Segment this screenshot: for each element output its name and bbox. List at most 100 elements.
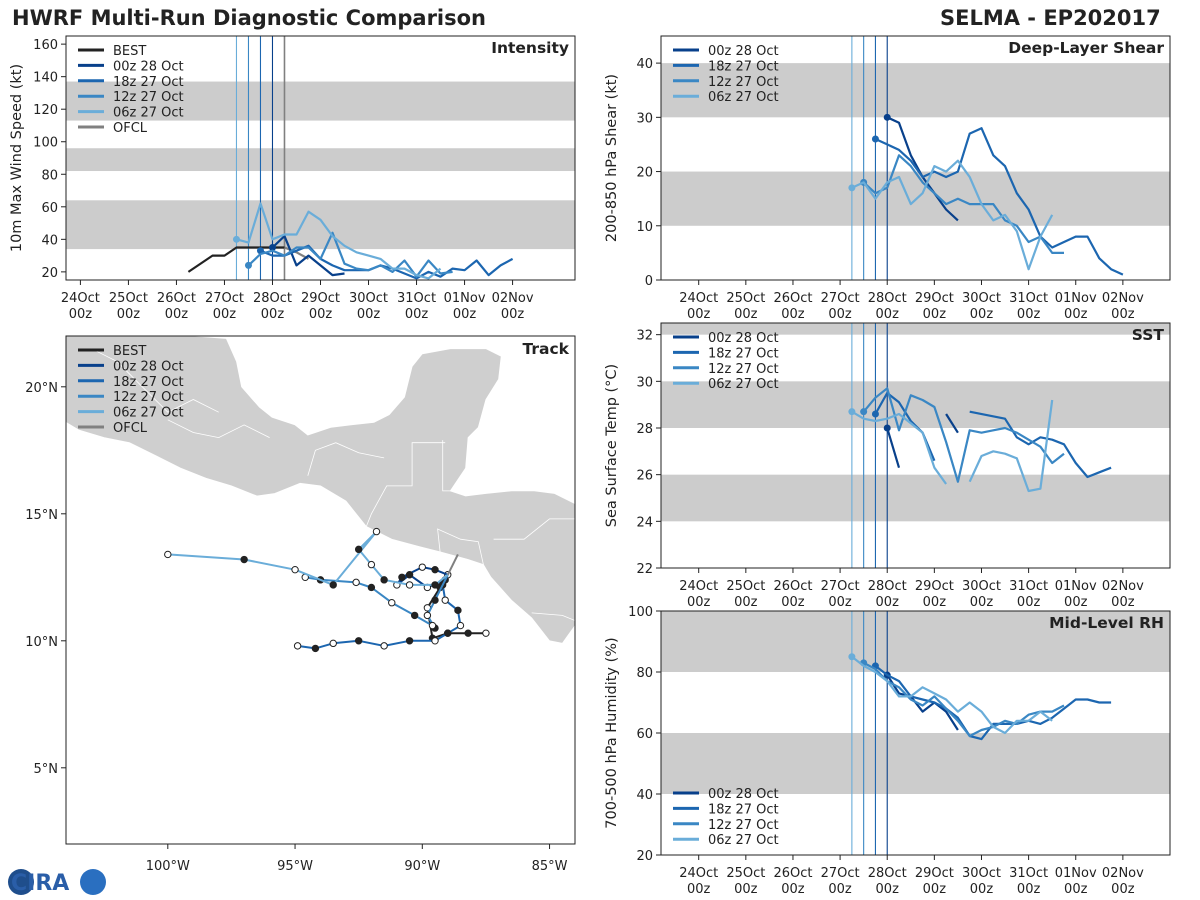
rh-xtick-hour: 00z	[781, 882, 805, 897]
intensity-xtick-date: 01Nov	[444, 291, 486, 306]
rh-xtick-date: 28Oct	[868, 866, 907, 881]
track-ytick-label: 10°N	[25, 635, 58, 650]
sst-xtick-hour: 00z	[970, 595, 994, 610]
track-xtick-label: 95°W	[277, 859, 313, 874]
track-point-marker	[405, 571, 414, 579]
track-point-marker	[410, 611, 419, 620]
rh-xtick-date: 24Oct	[679, 866, 718, 881]
intensity-xtick-date: 30Oct	[349, 291, 388, 306]
intensity-xtick-hour: 00z	[309, 307, 333, 322]
sst-xtick-date: 31Oct	[1009, 579, 1048, 594]
track-point-marker	[464, 629, 472, 637]
intensity-line-12z-27-oct	[247, 231, 453, 278]
logo-globe-right	[80, 869, 106, 895]
rh-ylabel: 700-500 hPa Humidity (%)	[604, 637, 620, 828]
rh-band	[661, 611, 1170, 672]
rh-legend-label: 00z 28 Oct	[708, 787, 779, 802]
shear-start-marker	[871, 135, 879, 143]
shear-xtick-date: 28Oct	[868, 291, 907, 306]
rh-panel: 2040608010024Oct00z25Oct00z26Oct00z27Oct…	[604, 605, 1171, 897]
intensity-ylabel: 10m Max Wind Speed (kt)	[9, 64, 25, 252]
shear-xtick-hour: 00z	[970, 307, 994, 322]
shear-xtick-date: 24Oct	[679, 291, 718, 306]
track-point-marker	[431, 565, 439, 574]
shear-title: Deep-Layer Shear	[1008, 39, 1164, 57]
storm-id-title: SELMA - EP202017	[940, 6, 1161, 30]
sst-line-00z-28-oct	[945, 413, 959, 434]
shear-line-18z-27-oct	[874, 127, 1124, 276]
shear-xtick-hour: 00z	[1064, 307, 1088, 322]
rh-title: Mid-Level RH	[1049, 614, 1164, 632]
sst-xtick-date: 30Oct	[962, 579, 1001, 594]
sst-line-12z-27-oct	[862, 387, 1065, 483]
intensity-line-ofcl	[284, 246, 310, 260]
cira-logo: CIRA	[8, 869, 106, 896]
rh-legend-label: 18z 27 Oct	[708, 802, 779, 817]
sst-xtick-hour: 00z	[687, 595, 711, 610]
intensity-title: Intensity	[491, 39, 569, 57]
shear-xtick-hour: 00z	[923, 307, 947, 322]
track-point-marker	[372, 527, 381, 536]
shear-legend-label: 18z 27 Oct	[708, 59, 779, 74]
track-point-marker	[441, 596, 449, 604]
intensity-ytick-label: 140	[33, 71, 58, 86]
shear-xtick-date: 26Oct	[773, 291, 812, 306]
track-point-marker	[431, 637, 439, 645]
logo-globe-left	[8, 869, 34, 895]
sst-legend-label: 12z 27 Oct	[708, 362, 779, 377]
sst-band	[661, 323, 1170, 335]
logo-text: CIRA	[11, 871, 69, 896]
intensity-xtick-hour: 00z	[501, 307, 525, 322]
intensity-xtick-date: 24Oct	[61, 291, 100, 306]
sst-start-marker	[883, 424, 891, 432]
sst-start-marker	[848, 408, 856, 416]
rh-line-18z-27-oct	[874, 665, 1112, 741]
sst-ytick-label: 24	[636, 515, 653, 530]
intensity-ytick-label: 80	[41, 168, 58, 183]
rh-band	[661, 733, 1170, 794]
sst-series-group	[848, 387, 1112, 493]
intensity-xtick-hour: 00z	[117, 307, 141, 322]
rh-xtick-date: 30Oct	[962, 866, 1001, 881]
intensity-xtick-hour: 00z	[357, 307, 381, 322]
shear-ylabel: 200-850 hPa Shear (kt)	[604, 74, 620, 242]
shear-xtick-hour: 00z	[781, 307, 805, 322]
track-point-marker	[329, 639, 337, 648]
track-border-line	[437, 528, 484, 565]
sst-legend-label: 06z 27 Oct	[708, 377, 779, 392]
sst-ylabel: Sea Surface Temp (°C)	[604, 364, 620, 527]
track-point-marker	[454, 606, 462, 615]
shear-xtick-date: 25Oct	[726, 291, 765, 306]
track-border-line	[91, 348, 219, 413]
track-legend-label: 12z 27 Oct	[113, 390, 184, 405]
rh-xtick-hour: 00z	[923, 882, 947, 897]
rh-xtick-date: 25Oct	[726, 866, 765, 881]
track-point-marker	[380, 576, 388, 584]
shear-band	[661, 63, 1170, 118]
shear-xtick-date: 27Oct	[821, 291, 860, 306]
track-legend-label: 06z 27 Oct	[113, 406, 184, 421]
intensity-start-marker	[268, 243, 276, 251]
shear-frame	[660, 35, 1171, 281]
intensity-legend-label: BEST	[113, 44, 146, 59]
sst-line-06z-27-oct	[968, 399, 1054, 493]
intensity-xtick-date: 02Nov	[492, 291, 534, 306]
rh-ytick-label: 80	[636, 666, 653, 681]
track-border-line	[442, 440, 451, 492]
rh-xtick-date: 27Oct	[821, 866, 860, 881]
sst-panel: 22242628303224Oct00z25Oct00z26Oct00z27Oc…	[604, 322, 1171, 610]
sst-xtick-hour: 00z	[923, 595, 947, 610]
rh-xtick-hour: 00z	[828, 882, 852, 897]
track-point-marker	[291, 565, 299, 574]
rh-xtick-hour: 00z	[1017, 882, 1041, 897]
intensity-xtick-hour: 00z	[453, 307, 477, 322]
sst-xtick-hour: 00z	[781, 595, 805, 610]
track-border-line	[167, 419, 270, 439]
rh-start-marker	[848, 653, 856, 661]
rh-ytick-label: 60	[636, 727, 653, 742]
shear-panel: 01020304024Oct00z25Oct00z26Oct00z27Oct00…	[604, 35, 1171, 322]
sst-ytick-label: 30	[636, 375, 653, 390]
track-map-group	[66, 336, 575, 653]
